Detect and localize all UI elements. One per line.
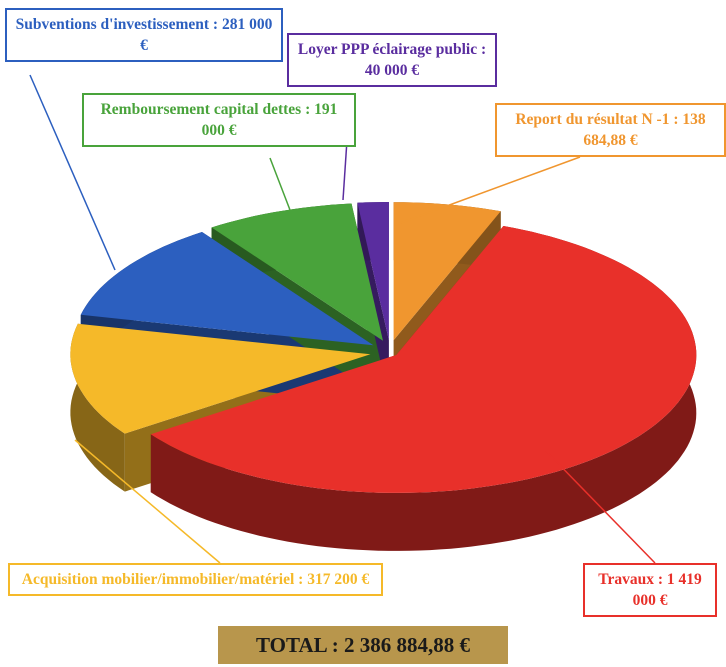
slice <box>357 202 389 340</box>
value-label: 281 000 € <box>140 16 273 54</box>
slice-side <box>70 323 125 492</box>
slice <box>393 202 501 341</box>
slice-label: Report du résultat N -1 : 138 684,88 € <box>495 103 726 157</box>
value-label: 40 000 € <box>364 62 420 79</box>
category-label: Report du résultat N -1 : <box>515 111 679 128</box>
category-label: Acquisition mobilier/immobilier/matériel… <box>21 571 304 588</box>
value-label: 1 419 000 € <box>632 571 702 609</box>
slice-label: Travaux : 1 419 000 € <box>583 563 717 617</box>
slice-side <box>150 226 697 551</box>
callout-line <box>74 439 221 564</box>
slice-label: Subventions d'investissement : 281 000 € <box>5 8 283 62</box>
total-label: TOTAL : 2 386 884,88 € <box>218 626 508 664</box>
slice <box>70 323 371 434</box>
slice-label: Remboursement capital dettes : 191 000 € <box>82 93 356 147</box>
value-label: 317 200 € <box>307 571 370 588</box>
category-label: Subventions d'investissement : <box>15 16 219 33</box>
callout-line <box>29 74 116 271</box>
value-label: 138 684,88 € <box>583 111 706 149</box>
callout-line <box>394 156 581 226</box>
slice <box>211 203 383 341</box>
callout-line <box>269 157 291 211</box>
category-label: Travaux : <box>598 571 663 588</box>
slice-label: Acquisition mobilier/immobilier/matériel… <box>8 563 383 596</box>
callout-line <box>544 449 656 564</box>
category-label: Loyer PPP éclairage public : <box>297 41 487 58</box>
slice <box>150 226 697 493</box>
value-label: 191 000 € <box>201 101 338 139</box>
slice <box>80 232 374 346</box>
category-label: Remboursement capital dettes : <box>100 101 311 118</box>
slice-label: Loyer PPP éclairage public : 40 000 € <box>287 33 497 87</box>
